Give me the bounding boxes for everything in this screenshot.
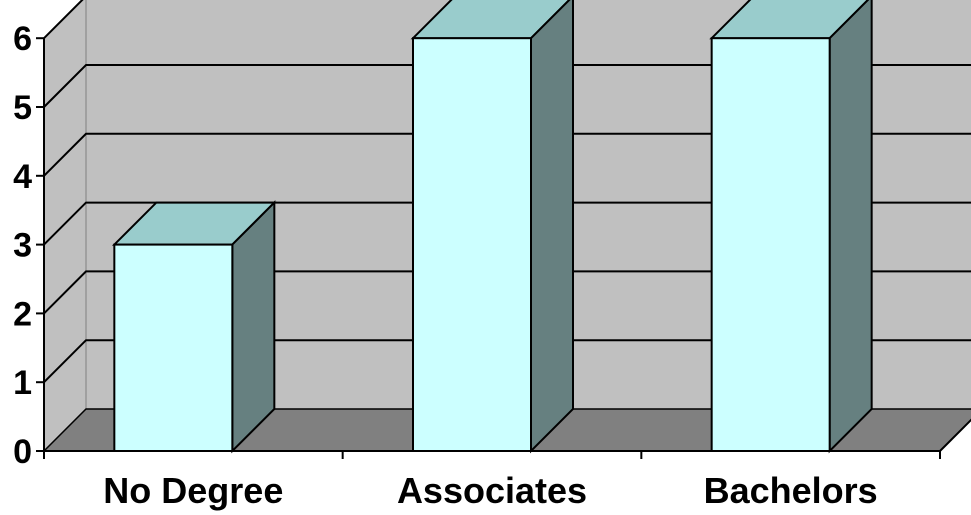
y-tick-label: 5 — [13, 89, 32, 127]
y-tick-label: 1 — [13, 364, 32, 402]
bar-side — [231, 200, 276, 454]
y-tick-label: 3 — [13, 227, 32, 265]
x-tick-label: No Degree — [103, 470, 283, 511]
bar-group — [709, 0, 873, 454]
bar — [412, 37, 532, 452]
y-tick-label: 2 — [13, 295, 32, 333]
bar-side — [828, 0, 873, 454]
bar — [113, 243, 234, 452]
gridline — [43, 64, 971, 108]
gridline — [43, 132, 971, 177]
bars — [111, 0, 873, 454]
y-tick-label: 4 — [13, 158, 32, 196]
gridlines — [43, 0, 971, 383]
gridline — [43, 339, 971, 383]
y-tick-label: 0 — [13, 433, 32, 471]
tick-labels: No Degree Associates Bachelors 0 1 2 3 4 5 6 — [13, 20, 878, 511]
bar-group — [410, 0, 574, 454]
axes — [36, 37, 971, 459]
gridline — [43, 0, 84, 39]
floor-edge — [939, 418, 971, 452]
bar-group — [111, 200, 277, 454]
gridline — [43, 270, 971, 315]
x-tick-label: Associates — [397, 470, 587, 511]
bar — [710, 37, 831, 452]
side-wall — [43, 0, 87, 453]
gridline — [43, 201, 971, 246]
x-tick-label: Bachelors — [704, 470, 878, 511]
bar-side — [530, 0, 574, 454]
y-tick-label: 6 — [13, 20, 32, 58]
